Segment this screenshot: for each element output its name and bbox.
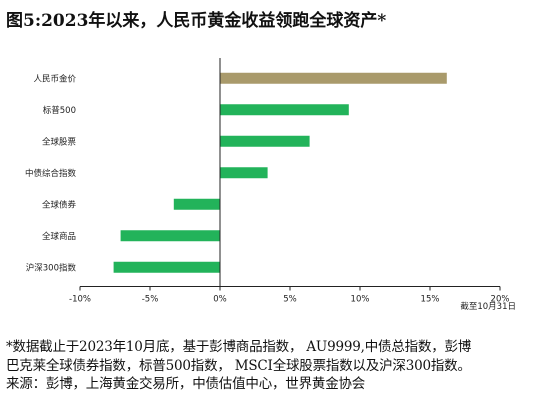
footnote-line-1: *数据截止于2023年10月底，基于彭博商品指数， AU9999,中债总指数，彭…: [6, 339, 472, 355]
x-tick-label-5: 15%: [421, 295, 440, 305]
category-label-2: 全球股票: [42, 136, 77, 147]
category-label-1: 标普500: [43, 105, 76, 116]
x-tick-label-2: 0%: [213, 295, 227, 305]
bar-3: [220, 167, 268, 179]
category-label-5: 全球商品: [42, 231, 76, 242]
x-tick-label-1: -5%: [142, 295, 159, 305]
date-annotation: 截至10月31日: [460, 302, 516, 312]
bar-2: [220, 135, 310, 147]
footnote-source: 来源：彭博，上海黄金交易所，中债估值中心，世界黄金协会: [6, 376, 366, 392]
x-tick-label-3: 5%: [283, 295, 297, 305]
bar-6: [113, 261, 220, 273]
x-axis-ticks-group: -10% -5% 0% 5% 10% 15% 20%: [69, 286, 510, 305]
category-label-3: 中债综合指数: [25, 168, 77, 179]
bars-group: [113, 72, 447, 273]
bar-5: [120, 230, 220, 242]
bar-0: [220, 72, 447, 84]
x-tick-label-4: 10%: [351, 295, 370, 305]
x-tick-label-0: -10%: [69, 295, 91, 305]
bar-1: [220, 104, 349, 116]
footnote: *数据截止于2023年10月底，基于彭博商品指数， AU9999,中债总指数，彭…: [6, 338, 530, 394]
category-label-4: 全球债券: [42, 199, 77, 210]
bar-4: [173, 198, 220, 210]
figure-title: 图5:2023年以来，人民币黄金收益领跑全球资产*: [6, 11, 387, 31]
x-tick-label-6: 20%: [491, 295, 510, 305]
footnote-line-2: 巴克莱全球债券指数，标普500指数， MSCI全球股票指数以及沪深300指数。: [6, 357, 471, 374]
category-label-0: 人民币金价: [33, 73, 76, 84]
category-label-6: 沪深300指数: [26, 262, 77, 273]
